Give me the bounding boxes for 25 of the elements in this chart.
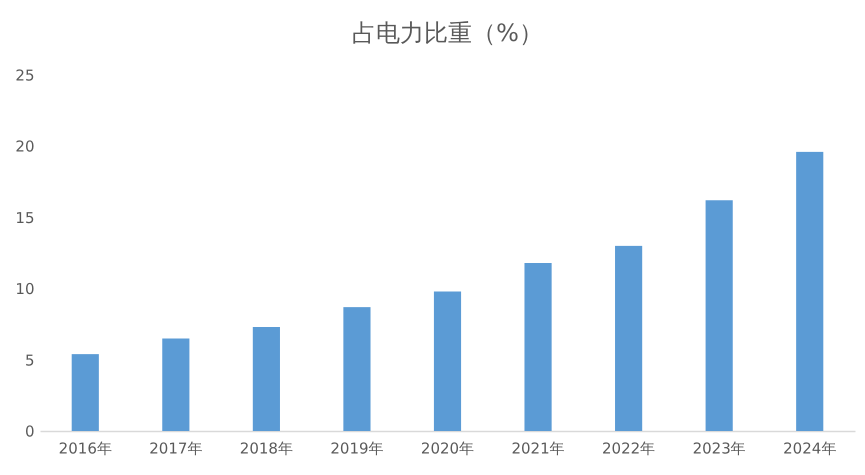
- bar: [252, 327, 280, 431]
- bar: [343, 307, 371, 431]
- y-tick-label: 15: [15, 208, 34, 227]
- y-tick-label: 5: [24, 351, 34, 370]
- bar: [615, 246, 642, 431]
- x-tick-label: 2021年: [511, 440, 565, 458]
- bar: [706, 200, 733, 431]
- x-tick-label: 2016年: [58, 440, 112, 458]
- x-tick-label: 2018年: [240, 440, 293, 458]
- y-tick-label: 10: [15, 280, 34, 298]
- x-tick-label: 2023年: [692, 440, 746, 458]
- bar: [524, 262, 552, 431]
- bar: [796, 152, 824, 431]
- chart-title: 占电力比重（%）: [352, 19, 543, 47]
- x-tick-label: 2022年: [602, 440, 656, 458]
- x-tick-label: 2020年: [420, 440, 474, 458]
- bar: [162, 338, 190, 431]
- x-tick-label: 2019年: [330, 440, 384, 458]
- x-tick-label: 2017年: [149, 440, 202, 458]
- x-tick-label: 2024年: [783, 440, 836, 458]
- bar: [434, 291, 462, 431]
- y-tick-label: 25: [15, 66, 34, 84]
- y-tick-label: 20: [15, 138, 34, 156]
- bar: [72, 354, 99, 431]
- y-tick-label: 0: [24, 422, 34, 440]
